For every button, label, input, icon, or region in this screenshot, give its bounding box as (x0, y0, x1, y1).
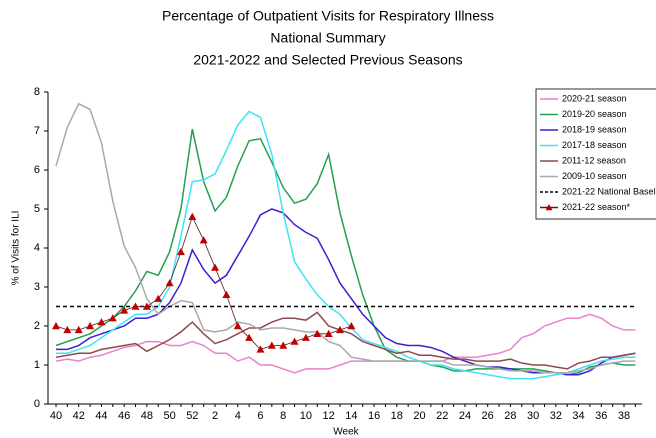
y-tick-label: 5 (34, 203, 40, 215)
series-marker (233, 322, 242, 330)
x-tick-label: 26 (482, 410, 494, 422)
y-tick-label: 0 (34, 398, 40, 410)
x-tick-label: 6 (257, 410, 263, 422)
legend-label: 2020-21 season (562, 93, 627, 103)
legend-label: 2019-20 season (562, 109, 627, 119)
x-axis-label: Week (333, 427, 359, 438)
x-tick-label: 4 (235, 410, 241, 422)
series-marker (165, 279, 174, 287)
x-tick-label: 42 (73, 410, 85, 422)
series-marker (211, 263, 220, 271)
series-marker (74, 325, 83, 334)
x-tick-label: 34 (572, 410, 584, 422)
series-marker (313, 329, 322, 337)
series-marker (279, 341, 288, 349)
x-tick-label: 38 (618, 410, 630, 422)
legend-label: 2021-22 season* (562, 202, 631, 212)
series-line (56, 208, 636, 376)
legend-label: 2021-22 National Baseline (562, 186, 656, 196)
series-marker (267, 341, 276, 349)
x-tick-label: 28 (504, 410, 516, 422)
x-tick-label: 50 (163, 410, 175, 422)
y-tick-label: 3 (34, 281, 40, 293)
x-tick-label: 2 (212, 410, 218, 422)
series-marker (176, 247, 185, 256)
series-marker (290, 337, 299, 345)
y-tick-label: 8 (34, 86, 40, 98)
series-marker (97, 318, 106, 326)
y-tick-label: 1 (34, 359, 40, 371)
series-line (55, 128, 636, 376)
x-tick-label: 12 (323, 410, 335, 422)
y-tick-label: 6 (34, 164, 40, 176)
series-marker (324, 329, 333, 337)
legend-label: 2009-10 season (562, 171, 627, 181)
series-marker (256, 345, 265, 353)
series-marker (120, 306, 129, 314)
chart-title: Percentage of Outpatient Visits for Resp… (162, 8, 494, 24)
y-axis-label: % of Visits for ILI (11, 211, 22, 286)
y-tick-label: 2 (34, 320, 40, 332)
x-tick-label: 24 (459, 410, 471, 422)
series-marker (199, 236, 208, 244)
series-marker (86, 322, 95, 330)
x-tick-label: 10 (300, 410, 312, 422)
series-marker (245, 333, 254, 341)
series-marker (301, 333, 310, 341)
series-marker (336, 325, 344, 334)
series-line (55, 311, 636, 370)
x-tick-label: 52 (186, 410, 198, 422)
legend-label: 2011-12 season (562, 155, 626, 165)
x-tick-label: 14 (345, 410, 357, 422)
legend-label: 2018-19 season (562, 124, 627, 134)
series-marker (154, 294, 163, 302)
x-tick-label: 30 (527, 410, 539, 422)
x-tick-label: 8 (280, 410, 286, 422)
x-tick-label: 48 (141, 410, 153, 422)
series-marker (222, 290, 231, 298)
chart-subtitle: National Summary (270, 30, 385, 46)
x-tick-label: 32 (550, 410, 562, 422)
x-tick-label: 16 (368, 410, 380, 422)
series-line (55, 313, 636, 374)
series-marker (188, 212, 197, 220)
chart-subtitle: 2021-2022 and Selected Previous Seasons (193, 52, 462, 68)
y-tick-label: 7 (34, 125, 40, 137)
series-marker (52, 322, 60, 330)
series-line (56, 110, 636, 380)
series-marker (347, 322, 356, 330)
x-tick-label: 44 (95, 410, 107, 422)
series-marker (142, 302, 151, 310)
x-tick-label: 22 (436, 410, 448, 422)
x-tick-label: 46 (118, 410, 130, 422)
legend-marker (545, 204, 553, 211)
x-tick-label: 40 (50, 410, 62, 422)
legend-label: 2017-18 season (562, 140, 627, 150)
series-marker (108, 314, 117, 322)
series-marker (131, 302, 140, 310)
x-tick-label: 36 (595, 410, 607, 422)
x-tick-label: 20 (413, 410, 425, 422)
x-tick-label: 18 (391, 410, 403, 422)
y-tick-label: 4 (34, 242, 40, 254)
series-marker (63, 325, 72, 334)
legend-box (535, 88, 656, 220)
series-line (55, 102, 636, 374)
